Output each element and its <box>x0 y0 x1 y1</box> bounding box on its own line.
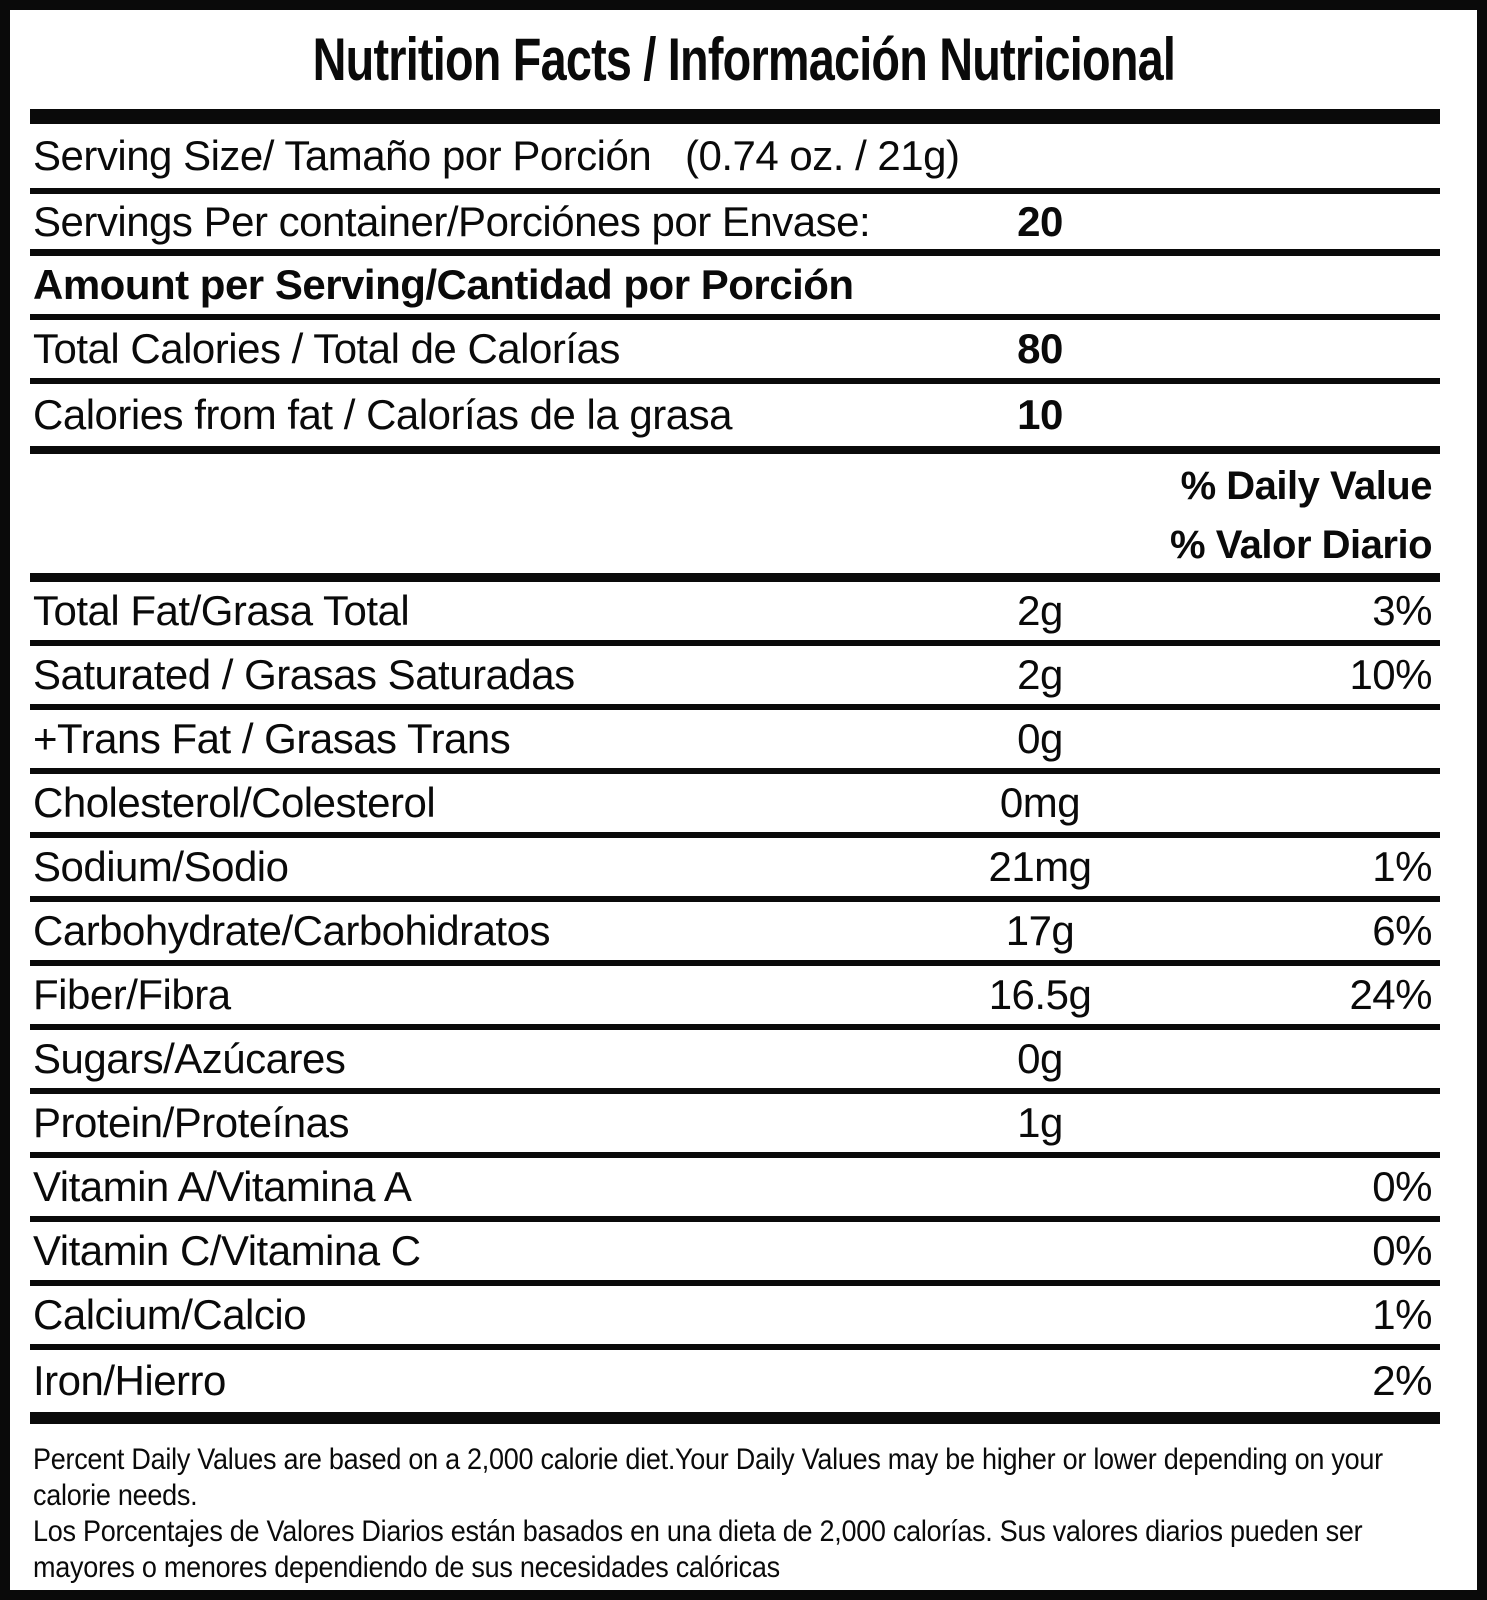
table-row-sodium: Sodium/Sodio 21mg 1% <box>30 838 1440 902</box>
serving-size-label: Serving Size/ Tamaño por Porción <box>33 132 652 179</box>
nutrient-amount: 0g <box>1017 1035 1063 1082</box>
nutrient-label: Sugars/Azúcares <box>33 1035 346 1082</box>
nutrient-dv: 1% <box>1372 843 1432 890</box>
title-bar: Nutrition Facts / Información Nutriciona… <box>10 10 1477 109</box>
nutrient-amount: 2g <box>1017 587 1063 634</box>
servings-per-container-label: Servings Per container/Porciónes por Env… <box>33 197 871 245</box>
nutrient-label: Cholesterol/Colesterol <box>33 779 436 826</box>
nutrient-amount: 0g <box>1017 715 1063 762</box>
nutrient-label: Total Fat/Grasa Total <box>33 587 410 634</box>
table-row-carbohydrate: Carbohydrate/Carbohidratos 17g 6% <box>30 902 1440 966</box>
table-row-iron: Iron/Hierro 2% <box>30 1350 1440 1424</box>
nutrient-label: Protein/Proteínas <box>33 1099 350 1146</box>
footnote-line-3: Los Porcentajes de Valores Diarios están… <box>33 1515 1363 1548</box>
nutrient-amount: 21mg <box>988 843 1092 890</box>
total-calories-value: 80 <box>1017 325 1063 372</box>
nutrient-label: Vitamin C/Vitamina C <box>33 1227 421 1274</box>
table-row-trans-fat: +Trans Fat / Grasas Trans 0g <box>30 710 1440 774</box>
nutrient-dv: 0% <box>1372 1227 1432 1274</box>
nutrient-label: +Trans Fat / Grasas Trans <box>33 715 511 762</box>
total-calories-row: Total Calories / Total de Calorías 80 <box>30 320 1440 384</box>
nutrient-label: Saturated / Grasas Saturadas <box>33 651 575 698</box>
table-row-vitamin-c: Vitamin C/Vitamina C 0% <box>30 1222 1440 1286</box>
table-row-fiber: Fiber/Fibra 16.5g 24% <box>30 966 1440 1030</box>
nutrient-dv: 1% <box>1372 1291 1432 1338</box>
nutrient-label: Iron/Hierro <box>33 1357 226 1404</box>
table-row-total-fat: Total Fat/Grasa Total 2g 3% <box>30 582 1440 646</box>
table-row-calcium: Calcium/Calcio 1% <box>30 1286 1440 1350</box>
nutrient-label: Carbohydrate/Carbohidratos <box>33 907 550 954</box>
nutrient-label: Calcium/Calcio <box>33 1291 307 1338</box>
serving-size-value: (0.74 oz. / 21g) <box>685 132 960 179</box>
table-row-protein: Protein/Proteínas 1g <box>30 1094 1440 1158</box>
nutrient-label: Sodium/Sodio <box>33 843 289 890</box>
calories-from-fat-label: Calories from fat / Calorías de la grasa <box>33 391 732 438</box>
table-row-vitamin-a: Vitamin A/Vitamina A 0% <box>30 1158 1440 1222</box>
amount-per-serving-header: Amount per Serving/Cantidad por Porción <box>30 256 1440 320</box>
nutrient-dv: 24% <box>1349 971 1432 1018</box>
nutrient-dv: 2% <box>1372 1357 1432 1404</box>
table-row-cholesterol: Cholesterol/Colesterol 0mg <box>30 774 1440 838</box>
calories-from-fat-row: Calories from fat / Calorías de la grasa… <box>30 384 1440 454</box>
table-row-saturated-fat: Saturated / Grasas Saturadas 2g 10% <box>30 646 1440 710</box>
footnote-line-1: Percent Daily Values are based on a 2,00… <box>33 1443 1383 1476</box>
footnote-line-4: mayores o menores dependiendo de sus nec… <box>33 1551 780 1584</box>
page-title: Nutrition Facts / Información Nutriciona… <box>312 26 1175 93</box>
daily-value-header-es: % Valor Diario <box>1170 522 1432 567</box>
nutrient-label: Vitamin A/Vitamina A <box>33 1163 412 1210</box>
nutrient-amount: 17g <box>1005 907 1075 954</box>
nutrient-dv: 3% <box>1372 587 1432 634</box>
nutrient-amount: 1g <box>1017 1099 1063 1146</box>
footnote: Percent Daily Values are based on a 2,00… <box>30 1424 1440 1586</box>
nutrient-dv: 6% <box>1372 907 1432 954</box>
nutrient-dv: 0% <box>1372 1163 1432 1210</box>
amount-per-serving-title: Amount per Serving/Cantidad por Porción <box>33 261 854 308</box>
nutrient-amount: 16.5g <box>988 971 1092 1018</box>
serving-size-row: Serving Size/ Tamaño por Porción (0.74 o… <box>30 124 1440 194</box>
nutrient-dv: 10% <box>1349 651 1432 698</box>
calories-from-fat-value: 10 <box>1017 391 1063 438</box>
nutrient-amount: 2g <box>1017 651 1063 698</box>
footnote-line-2: calorie needs. <box>33 1479 198 1512</box>
servings-per-container-value: 20 <box>1017 197 1063 245</box>
nutrient-amount: 0mg <box>999 779 1081 826</box>
table-row-sugars: Sugars/Azúcares 0g <box>30 1030 1440 1094</box>
daily-value-header-en: % Daily Value <box>1180 463 1433 508</box>
daily-value-header: % Daily Value % Valor Diario <box>30 454 1440 582</box>
title-separator-bar <box>30 109 1440 124</box>
total-calories-label: Total Calories / Total de Calorías <box>33 325 620 372</box>
label-body: Serving Size/ Tamaño por Porción (0.74 o… <box>30 109 1440 1586</box>
servings-per-container-row: Servings Per container/Porciónes por Env… <box>30 194 1440 256</box>
nutrient-label: Fiber/Fibra <box>33 971 231 1018</box>
